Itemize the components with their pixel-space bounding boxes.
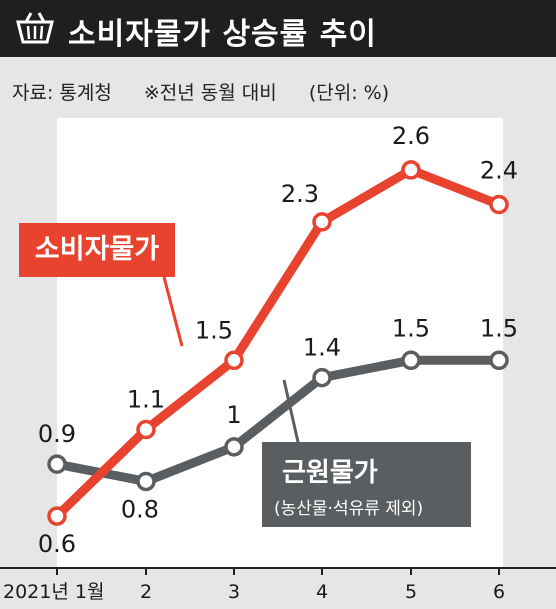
data-label-consumer: 2.4 <box>480 157 518 185</box>
core-price-tag: 근원물가 (농산물·석유류 제외) <box>262 442 471 527</box>
basket-icon <box>16 12 54 44</box>
data-point-consumer <box>312 212 332 232</box>
data-point-core <box>489 350 509 371</box>
data-label-core: 0.8 <box>121 495 159 523</box>
data-point-consumer <box>401 160 421 180</box>
data-label-core: 0.9 <box>38 420 76 448</box>
core-tag-connector <box>282 379 300 443</box>
value-labels: 0.9 0.8 1 1.4 1.5 1.5 0.6 1.1 1.5 2.3 2.6 2.4 <box>38 122 518 558</box>
chart-header: 소비자물가 상승률 추이 <box>0 0 556 57</box>
data-label-consumer: 0.6 <box>38 530 76 558</box>
data-label-core: 1 <box>226 401 241 429</box>
data-point-consumer <box>224 350 244 371</box>
series-points <box>47 160 509 526</box>
data-label-consumer: 2.6 <box>392 122 430 150</box>
data-point-core <box>401 350 421 371</box>
x-tick-label: 2021년 1월 <box>3 581 104 603</box>
unit-note: (단위: %) <box>308 82 390 104</box>
chart-title: 소비자물가 상승률 추이 <box>68 17 377 52</box>
data-point-consumer <box>47 506 67 526</box>
x-ticks: 2021년 1월 2 3 4 5 6 <box>3 568 505 603</box>
series-line-consumer <box>53 165 501 520</box>
data-label-consumer: 2.3 <box>281 180 319 208</box>
x-tick-label: 2 <box>140 581 152 603</box>
x-tick-label: 6 <box>493 581 505 603</box>
core-price-tag-subtitle: (농산물·석유류 제외) <box>274 499 424 519</box>
data-label-core: 1.5 <box>392 314 430 342</box>
data-point-core <box>224 437 244 457</box>
data-point-consumer <box>136 419 156 440</box>
data-label-consumer: 1.1 <box>127 386 165 414</box>
data-label-core: 1.5 <box>480 314 518 342</box>
core-price-tag-title: 근원물가 <box>282 458 378 488</box>
chart-meta: 자료: 통계청 ※전년 동월 대비 (단위: %) <box>12 78 415 105</box>
data-point-core <box>312 367 332 388</box>
series-lines <box>53 165 501 520</box>
x-tick-label: 3 <box>228 581 240 603</box>
comparison-note: ※전년 동월 대비 <box>143 82 277 104</box>
source-note: 자료: 통계청 <box>12 82 112 104</box>
x-tick-label: 5 <box>405 581 417 603</box>
data-point-consumer <box>489 194 509 215</box>
consumer-price-tag: 소비자물가 <box>19 223 175 277</box>
data-label-consumer: 1.5 <box>195 316 233 344</box>
data-point-core <box>136 471 156 492</box>
data-label-core: 1.4 <box>303 334 341 362</box>
x-tick-label: 4 <box>316 581 328 603</box>
data-point-core <box>47 454 67 474</box>
series-line-core <box>56 355 499 486</box>
consumer-tag-connector <box>162 276 184 347</box>
